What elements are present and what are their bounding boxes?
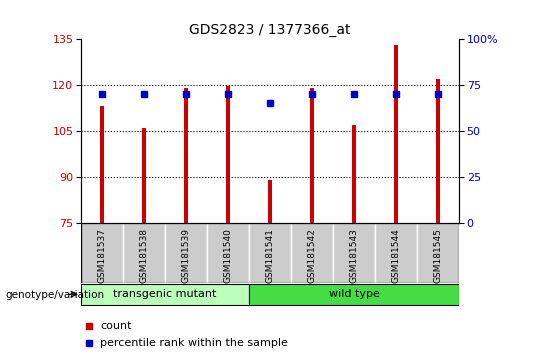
Bar — [249, 223, 291, 283]
Bar — [81, 284, 249, 305]
Bar — [249, 284, 459, 305]
Text: GSM181545: GSM181545 — [434, 228, 442, 283]
Text: GSM181540: GSM181540 — [224, 228, 233, 283]
Title: GDS2823 / 1377366_at: GDS2823 / 1377366_at — [189, 23, 351, 36]
Bar — [123, 223, 165, 283]
Bar — [207, 223, 249, 283]
Text: percentile rank within the sample: percentile rank within the sample — [100, 338, 288, 348]
Text: count: count — [100, 321, 131, 331]
Text: wild type: wild type — [328, 289, 380, 299]
Bar — [394, 45, 397, 223]
Text: GSM181537: GSM181537 — [98, 228, 106, 283]
Bar — [184, 88, 188, 223]
Bar — [375, 223, 417, 283]
Bar — [436, 79, 440, 223]
Bar — [310, 88, 314, 223]
Bar — [291, 223, 333, 283]
Text: GSM181538: GSM181538 — [139, 228, 148, 283]
Bar — [81, 223, 123, 283]
Text: GSM181544: GSM181544 — [392, 228, 401, 282]
Text: GSM181541: GSM181541 — [266, 228, 274, 283]
Bar — [268, 180, 272, 223]
Bar — [165, 223, 207, 283]
Text: transgenic mutant: transgenic mutant — [113, 289, 217, 299]
Text: GSM181542: GSM181542 — [307, 228, 316, 282]
Bar — [333, 223, 375, 283]
Text: GSM181543: GSM181543 — [349, 228, 359, 283]
Text: genotype/variation: genotype/variation — [5, 290, 105, 300]
Text: GSM181539: GSM181539 — [181, 228, 191, 283]
Bar — [100, 107, 104, 223]
Bar — [417, 223, 459, 283]
Bar — [143, 128, 146, 223]
Bar — [352, 125, 356, 223]
Bar — [226, 86, 230, 223]
